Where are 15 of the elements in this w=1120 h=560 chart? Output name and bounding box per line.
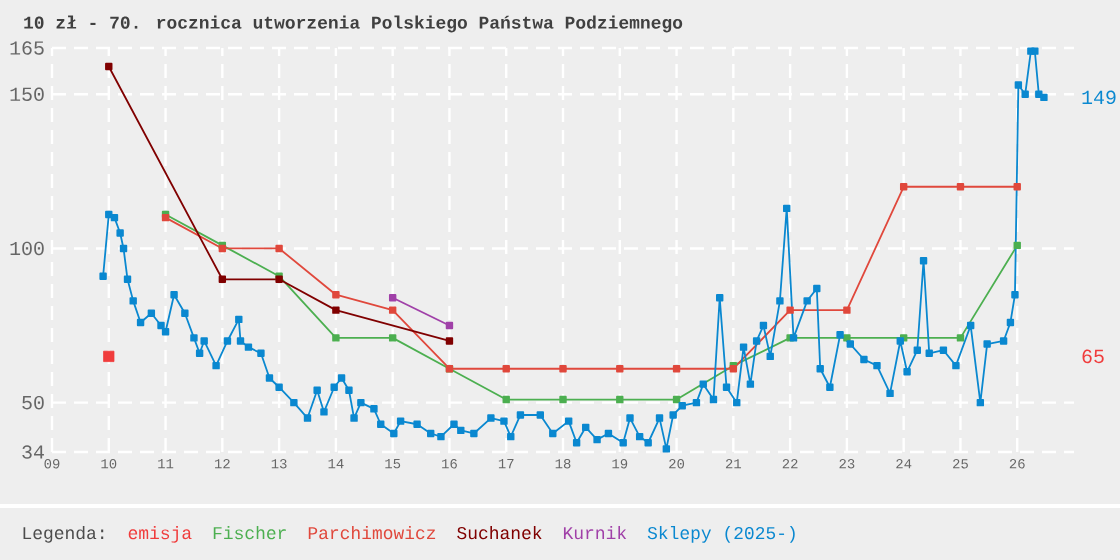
y-tick-label: 50 [22, 395, 44, 410]
y-tick-label: 165 [10, 41, 44, 55]
legend-title: Legenda: [23, 526, 104, 543]
text: Fischer [213, 526, 286, 540]
text: Parchimowicz [308, 526, 436, 540]
text: Suchanek [457, 526, 542, 540]
chart-title: 10 zł - 70. rocznica utworzenia Polskiego Państwa Podziemnego [24, 15, 683, 33]
data-label: 149 [1082, 90, 1116, 105]
text: 65 [1082, 349, 1104, 364]
y-tick-label: 100 [10, 241, 44, 256]
y-tick-label: 34 [22, 445, 44, 459]
text: emisja [128, 526, 192, 543]
y-tick-label: 150 [10, 87, 44, 102]
text: Sklepy (2025-) [647, 526, 795, 543]
text: Kurnik [563, 526, 627, 540]
